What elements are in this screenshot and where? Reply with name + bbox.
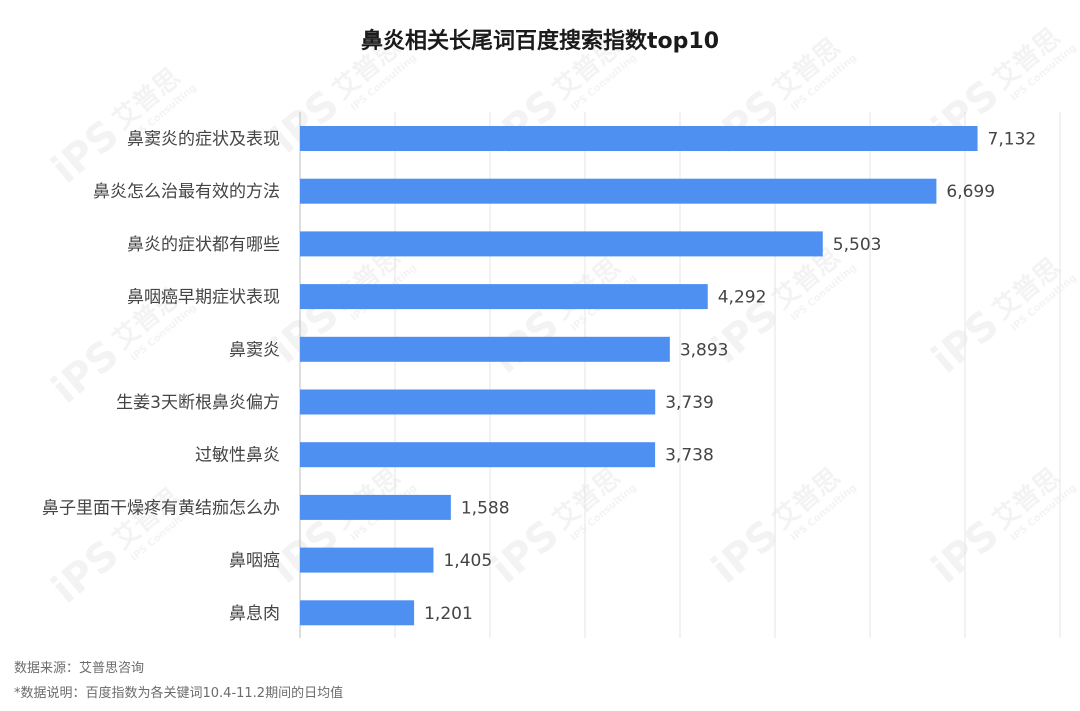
svg-text:iPS: iPS	[483, 511, 568, 592]
watermark: iPS艾普思IPS Consulting	[703, 462, 859, 593]
bar	[300, 178, 937, 204]
category-label: 鼻咽癌早期症状表现	[127, 288, 280, 308]
value-label: 5,503	[833, 235, 882, 255]
bar	[300, 600, 415, 626]
svg-text:iPS: iPS	[43, 331, 128, 412]
category-label: 鼻息肉	[229, 604, 280, 624]
value-label: 1,405	[443, 551, 492, 571]
svg-text:iPS: iPS	[43, 531, 128, 612]
watermark: iPS艾普思IPS Consulting	[263, 462, 419, 593]
bar	[300, 494, 451, 520]
watermark-layer: iPS艾普思IPS Consulting iPS艾普思IPS Consulting…	[43, 22, 1079, 613]
watermark: iPS艾普思IPS Consulting	[923, 462, 1079, 593]
svg-text:iPS: iPS	[43, 111, 128, 192]
value-label: 1,201	[424, 604, 473, 624]
bar	[300, 284, 708, 310]
category-label: 鼻子里面干燥疼有黄结痂怎么办	[42, 498, 280, 518]
value-label: 3,738	[665, 446, 714, 466]
value-label: 1,588	[461, 498, 510, 518]
svg-text:iPS: iPS	[923, 511, 1008, 592]
category-label: 生姜3天断根鼻炎偏方	[116, 393, 280, 413]
value-label: 7,132	[988, 130, 1037, 150]
category-label: 鼻窦炎的症状及表现	[127, 130, 280, 150]
svg-text:iPS: iPS	[923, 301, 1008, 382]
watermark: iPS艾普思IPS Consulting	[923, 252, 1079, 383]
watermark: iPS艾普思IPS Consulting	[483, 252, 639, 383]
bar	[300, 389, 656, 415]
watermark: iPS艾普思IPS Consulting	[43, 482, 199, 613]
category-label: 鼻炎怎么治最有效的方法	[93, 182, 280, 202]
bar	[300, 547, 434, 573]
value-label: 4,292	[718, 288, 767, 308]
value-label: 6,699	[946, 182, 995, 202]
value-label: 3,739	[665, 393, 714, 413]
watermark: iPS艾普思IPS Consulting	[483, 462, 639, 593]
watermark: iPS艾普思IPS Consulting	[43, 62, 199, 193]
chart-title: 鼻炎相关长尾词百度搜索指数top10	[361, 28, 719, 54]
category-label: 鼻窦炎	[229, 340, 280, 360]
bar	[300, 126, 978, 151]
category-label: 鼻咽癌	[229, 551, 280, 571]
bar	[300, 231, 823, 257]
category-label: 鼻炎的症状都有哪些	[127, 235, 280, 255]
category-label: 过敏性鼻炎	[195, 446, 280, 466]
value-label: 3,893	[680, 340, 729, 360]
bar	[300, 336, 670, 362]
data-description-note: *数据说明：百度指数为各关键词10.4-11.2期间的日均值	[14, 686, 344, 701]
bars: 鼻窦炎的症状及表现 7,132 鼻炎怎么治最有效的方法 6,699 鼻炎的症状都有哪些 5…	[42, 126, 1037, 626]
bar	[300, 442, 656, 468]
data-source-note: 数据来源：艾普思咨询	[14, 661, 145, 676]
